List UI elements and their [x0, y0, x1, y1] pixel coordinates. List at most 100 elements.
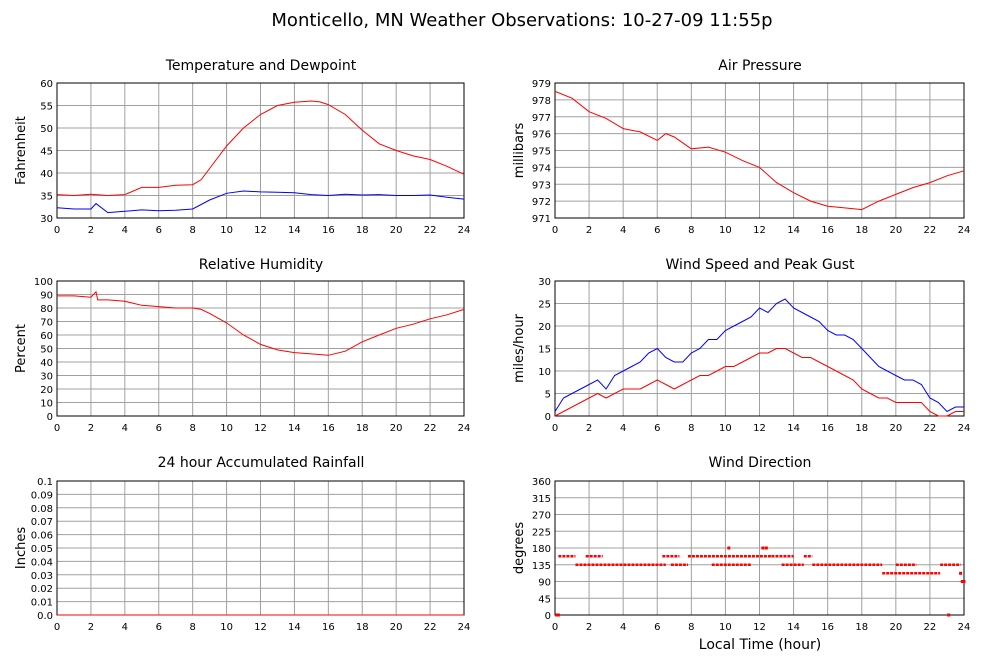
- y-tick-label: 0.05: [31, 544, 53, 555]
- x-tick-label: 20: [390, 622, 403, 633]
- x-tick-label: 4: [122, 423, 128, 434]
- x-tick-label: 14: [787, 622, 800, 633]
- x-tick-label: 2: [586, 423, 592, 434]
- x-tick-label: 8: [688, 423, 694, 434]
- series-line-1: [554, 348, 964, 417]
- x-tick-label: 10: [719, 423, 732, 434]
- direction-point: [555, 613, 559, 617]
- x-tick-label: 20: [390, 423, 403, 434]
- x-tick-label: 24: [458, 225, 471, 236]
- x-tick-label: 8: [189, 423, 195, 434]
- y-tick-label: 60: [40, 331, 53, 342]
- x-tick-label: 10: [719, 622, 732, 633]
- x-tick-label: 18: [855, 225, 868, 236]
- x-tick-label: 0: [54, 423, 60, 434]
- y-tick-label: 975: [532, 147, 551, 158]
- chart-title: Temperature and Dewpoint: [165, 58, 357, 74]
- y-tick-label: 974: [532, 163, 551, 174]
- x-tick-label: 22: [924, 622, 937, 633]
- x-tick-label: 12: [753, 622, 766, 633]
- y-tick-label: 0.01: [31, 598, 53, 609]
- y-axis-label: Inches: [14, 527, 29, 569]
- direction-point: [761, 546, 765, 550]
- x-tick-label: 4: [620, 622, 626, 633]
- x-tick-label: 22: [424, 225, 437, 236]
- x-tick-label: 2: [88, 423, 94, 434]
- direction-point: [556, 613, 560, 617]
- x-tick-label: 8: [189, 225, 195, 236]
- x-tick-label: 4: [122, 225, 128, 236]
- y-tick-label: 0.09: [31, 490, 53, 501]
- y-tick-label: 90: [538, 578, 551, 589]
- y-tick-label: 977: [532, 113, 551, 124]
- series-line-0: [554, 298, 964, 413]
- series-line-1: [56, 190, 465, 214]
- x-tick-label: 0: [54, 225, 60, 236]
- x-tick-label: 22: [924, 423, 937, 434]
- y-tick-label: 971: [532, 214, 551, 225]
- x-tick-label: 18: [855, 423, 868, 434]
- x-tick-label: 12: [254, 225, 267, 236]
- plot-frame: [554, 280, 965, 417]
- x-tick-label: 16: [821, 225, 834, 236]
- y-tick-label: 0.08: [31, 504, 53, 515]
- y-tick-label: 45: [40, 147, 53, 158]
- x-tick-label: 18: [356, 423, 369, 434]
- x-tick-label: 18: [356, 225, 369, 236]
- chart-title: Air Pressure: [718, 58, 801, 74]
- x-tick-label: 20: [889, 622, 902, 633]
- chart-title: Relative Humidity: [199, 257, 323, 273]
- y-tick-label: 0.02: [31, 584, 53, 595]
- x-tick-label: 24: [958, 225, 971, 236]
- y-tick-label: 0: [545, 611, 551, 622]
- direction-point: [959, 571, 963, 575]
- series-line-0: [57, 290, 465, 356]
- x-tick-label: 22: [924, 225, 937, 236]
- x-tick-label: 16: [821, 622, 834, 633]
- direction-point: [727, 546, 731, 550]
- x-tick-label: 2: [586, 622, 592, 633]
- y-tick-label: 5: [545, 390, 551, 401]
- y-axis-label: millibars: [512, 123, 527, 179]
- y-tick-label: 55: [40, 102, 53, 113]
- x-tick-label: 18: [356, 622, 369, 633]
- direction-point: [960, 580, 964, 583]
- y-tick-label: 360: [532, 477, 551, 488]
- y-tick-label: 976: [532, 130, 551, 141]
- direction-point: [947, 613, 951, 617]
- y-tick-label: 35: [40, 192, 53, 203]
- x-tick-label: 16: [322, 225, 335, 236]
- x-tick-label: 6: [156, 423, 162, 434]
- x-tick-label: 8: [688, 225, 694, 236]
- chart-title: Wind Direction: [709, 455, 812, 471]
- x-tick-label: 4: [122, 622, 128, 633]
- y-tick-label: 50: [40, 345, 53, 356]
- y-axis-label: Fahrenheit: [14, 116, 29, 185]
- x-tick-label: 10: [220, 423, 233, 434]
- x-tick-label: 0: [552, 622, 558, 633]
- y-tick-label: 135: [532, 561, 551, 572]
- y-tick-label: 225: [532, 527, 551, 538]
- x-tick-label: 12: [254, 423, 267, 434]
- y-tick-label: 45: [538, 594, 551, 605]
- x-tick-label: 6: [654, 622, 660, 633]
- y-tick-label: 972: [532, 197, 551, 208]
- direction-point: [962, 580, 966, 583]
- x-tick-label: 12: [753, 423, 766, 434]
- y-tick-label: 0.06: [31, 531, 53, 542]
- x-tick-label: 20: [889, 225, 902, 236]
- x-tick-label: 20: [390, 225, 403, 236]
- x-tick-label: 22: [424, 423, 437, 434]
- x-tick-label: 6: [156, 622, 162, 633]
- y-tick-label: 80: [40, 304, 53, 315]
- y-tick-label: 973: [532, 180, 551, 191]
- y-tick-label: 40: [40, 358, 53, 369]
- x-tick-label: 2: [586, 225, 592, 236]
- y-tick-label: 30: [538, 277, 551, 288]
